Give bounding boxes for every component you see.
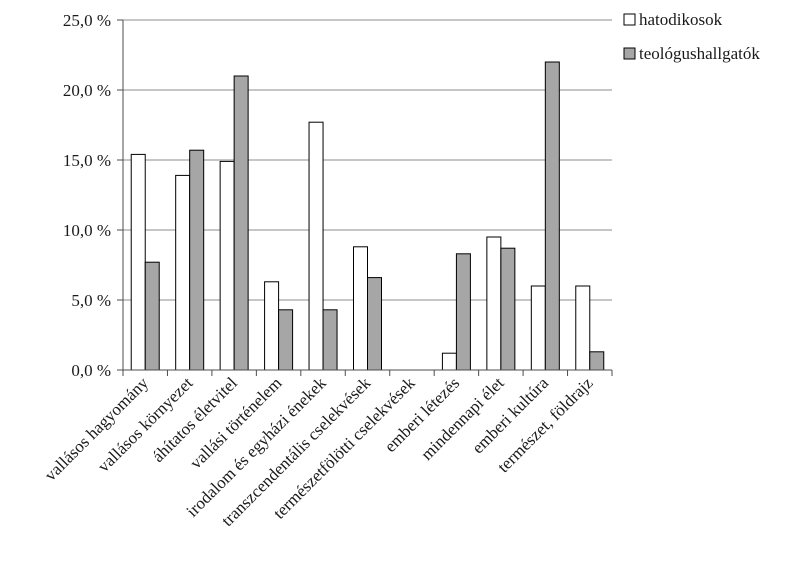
y-axis-tick-labels: 0,0 % 5,0 % 10,0 % 15,0 % 20,0 % 25,0 %: [63, 11, 111, 380]
bar-teológushallgatók-9: [544, 61, 560, 371]
bar-hatodikosok-5: [353, 246, 368, 371]
bar-teológushallgatók-4: [322, 309, 338, 371]
bar-hatodikosok-9: [530, 285, 546, 371]
y-tick-label: 15,0 %: [63, 151, 111, 170]
bar-hatodikosok-10: [575, 285, 591, 371]
legend-label: teológushallgatók: [639, 44, 760, 63]
legend-label: hatodikosok: [639, 10, 723, 29]
bar-hatodikosok-7: [441, 352, 457, 371]
bar-teológushallgatók-0: [144, 261, 160, 371]
bars: [130, 61, 605, 371]
bar-teológushallgatók-5: [367, 277, 382, 371]
bar-teológushallgatók-8: [500, 247, 516, 371]
legend-swatch-hatodikosok: [623, 13, 636, 26]
bar-hatodikosok-0: [130, 153, 146, 371]
axes: [117, 19, 613, 376]
gridlines: [123, 19, 612, 301]
y-tick-label: 20,0 %: [63, 81, 111, 100]
bar-hatodikosok-1: [175, 174, 191, 371]
legend: hatodikosok teológushallgatók: [623, 10, 760, 63]
bar-teológushallgatók-10: [589, 351, 605, 371]
bar-hatodikosok-4: [308, 121, 324, 371]
bar-hatodikosok-3: [264, 281, 280, 371]
y-tick-label: 5,0 %: [71, 291, 111, 310]
bar-hatodikosok-2: [219, 160, 235, 371]
bar-teológushallgatók-7: [455, 253, 471, 371]
bar-teológushallgatók-1: [189, 149, 205, 371]
bar-teológushallgatók-2: [233, 75, 249, 371]
y-tick-label: 25,0 %: [63, 11, 111, 30]
bar-hatodikosok-8: [486, 236, 502, 371]
y-tick-label: 0,0 %: [71, 361, 111, 380]
y-tick-label: 10,0 %: [63, 221, 111, 240]
bar-teológushallgatók-3: [278, 309, 294, 371]
legend-swatch-teológushallgatók: [623, 47, 636, 60]
